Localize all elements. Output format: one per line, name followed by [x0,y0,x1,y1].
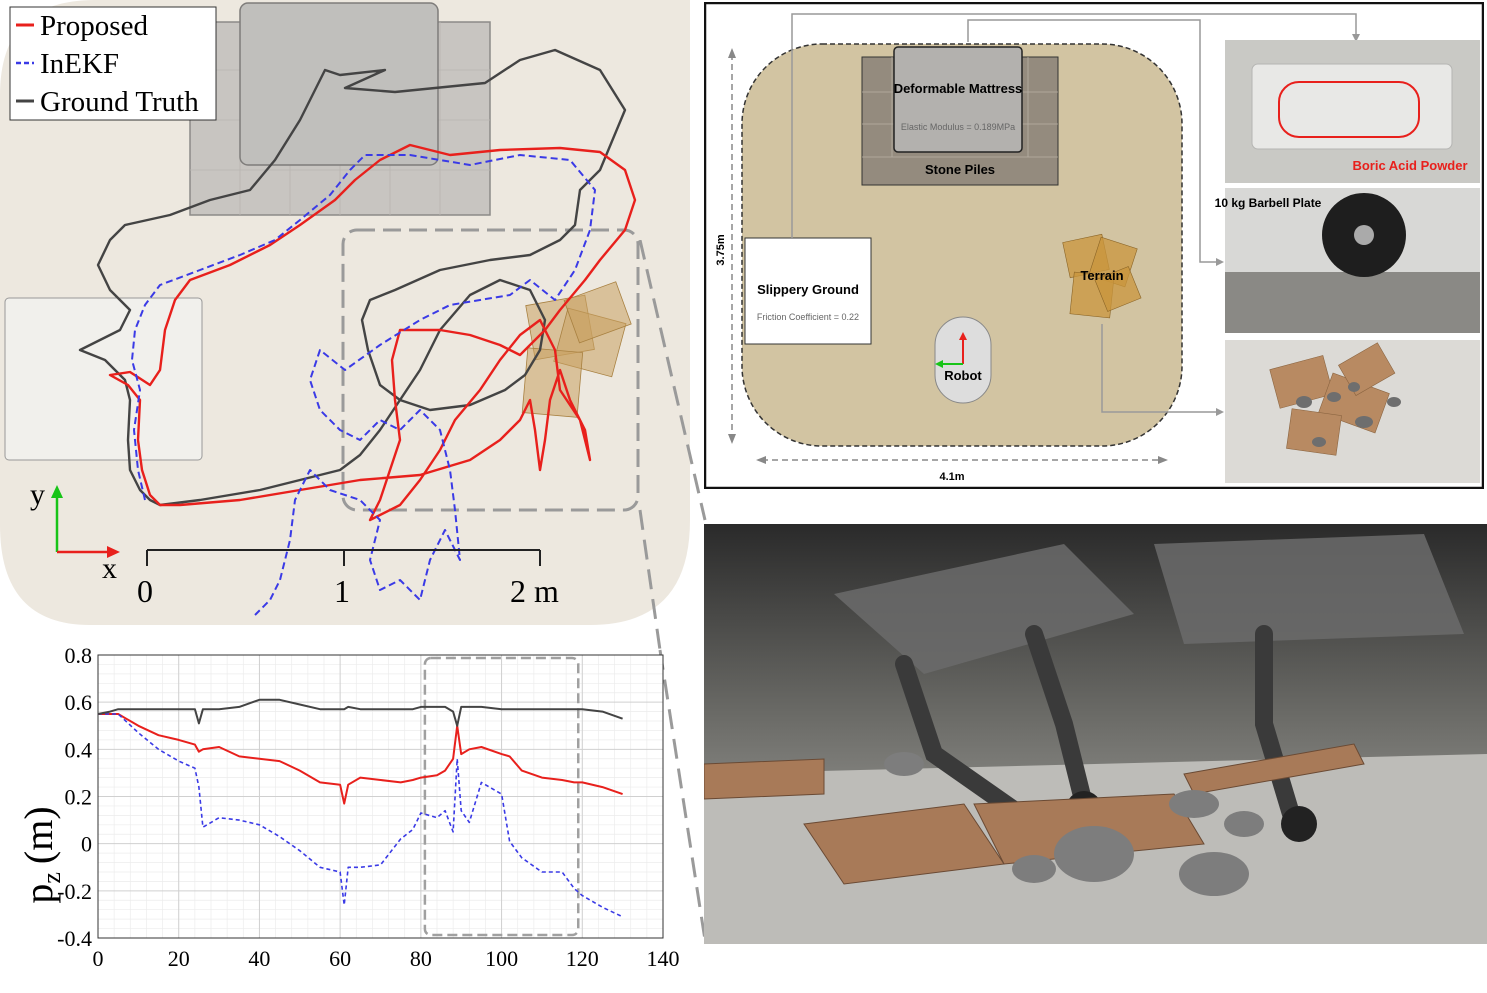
pz-x-tick-label: 120 [566,946,599,971]
scale-tick-0: 0 [137,573,153,609]
barbell-label: 10 kg Barbell Plate [1215,196,1322,210]
arena-map-panel: Deformable Mattress Elastic Modulus = 0.… [703,1,1485,490]
stone-piles-label: Stone Piles [925,162,995,177]
slippery-friction: Friction Coefficient = 0.22 [757,312,859,322]
pz-series-ground-truth [97,698,623,727]
pz-y-tick-label: 0.6 [65,690,93,715]
legend-ground-truth: Ground Truth [40,86,199,118]
scale-tick-1: 1 [334,573,350,609]
x-axis-label: x [102,552,117,585]
mattress-zone [239,2,439,166]
pz-x-tick-label: 80 [410,946,432,971]
pz-x-tick-label: 20 [168,946,190,971]
pz-x-tick-label: 0 [93,946,104,971]
scale-tick-2: 2 m [510,573,559,609]
pz-series-proposed [98,713,623,805]
pz-x-tick-label: 100 [485,946,518,971]
pz-x-tick-label: 60 [329,946,351,971]
trajectory-legend: Proposed InEKF Ground Truth [9,6,217,121]
pz-y-tick-label: 0 [81,832,92,857]
pz-y-tick-label: 0.8 [65,643,93,668]
boric-acid-label: Boric Acid Powder [1352,158,1467,173]
dim-width: 4.1m [939,471,964,483]
ground-truth-trajectory [78,48,627,507]
inekf-trajectory [131,154,596,616]
legend-proposed: Proposed [40,10,148,42]
trajectory-panel: y x 0 1 2 m Proposed InEKF Ground Truth [0,0,690,630]
terrain-label: Terrain [1080,268,1123,283]
legend-inekf: InEKF [40,48,119,80]
slippery-zone [4,297,203,461]
pz-y-tick-label: 0.2 [65,785,93,810]
pz-plot-frame [97,654,664,939]
y-axis-label: y [30,478,45,511]
arena-area [0,0,690,625]
mattress-modulus: Elastic Modulus = 0.189MPa [901,122,1015,132]
trajectory-plot: y x 0 1 2 m Proposed InEKF Ground Truth [0,0,690,625]
zoom-connector [638,240,707,941]
pz-y-tick-label: -0.4 [57,926,92,951]
pz-x-tick-label: 140 [647,946,680,971]
slippery-title: Slippery Ground [757,282,859,297]
mattress-title: Deformable Mattress [894,81,1023,96]
proposed-trajectory [108,143,637,522]
map-slippery [744,237,872,345]
map-floor [741,43,1183,447]
map-terrain-tiles [1062,233,1142,319]
axis-arrows [51,485,120,558]
pz-y-tick-label: -0.2 [57,879,92,904]
pz-ylabel: pz(m) [16,806,66,903]
pz-series-inekf [98,713,623,918]
pz-highlight-box [423,656,580,937]
arena-map: Deformable Mattress Elastic Modulus = 0.… [703,1,1485,490]
scale-bar [146,549,541,566]
pz-y-tick-label: 0.4 [65,737,93,762]
dim-height: 3.75m [715,234,727,265]
pz-chart: 0 20 40 60 80 100 120 140-0.4-0.200.20.40.60.8 … [16,643,680,971]
robot-label: Robot [944,368,982,383]
pz-x-tick-label: 40 [248,946,270,971]
map-mattress [893,46,1023,153]
pz-chart-panel: 0 20 40 60 80 100 120 140 -0.4 -0.2 0 0.2 0.4 0.6 0.8 … [0,635,700,988]
robot-photo [703,524,1487,944]
zoom-box [341,228,640,512]
robot-photo-illustration [703,524,1487,944]
